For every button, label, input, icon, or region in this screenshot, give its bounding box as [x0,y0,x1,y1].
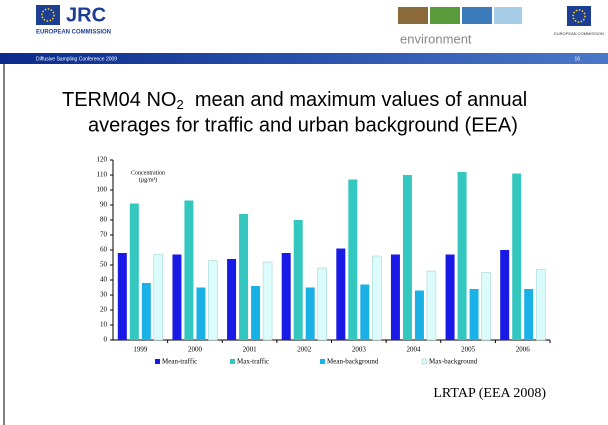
y-tick-label: 40 [100,276,108,284]
y-tick-label: 20 [100,306,108,314]
bar [360,285,369,341]
y-tick-label: 60 [100,246,108,254]
bar [251,286,260,340]
legend-label: Mean-background [327,358,379,366]
bar [470,289,479,340]
x-tick-label: 2002 [297,346,312,354]
x-tick-label: 2006 [516,346,531,354]
slide-title: TERM04 NO2 mean and maximum values of an… [62,89,527,112]
logo-subtext: EUROPEAN COMMISSION [554,31,604,36]
y-axis-label: (µg/m³) [139,176,158,183]
legend-label: Max-traffic [237,358,269,366]
y-tick-label: 100 [97,186,108,194]
y-tick-label: 30 [100,291,108,299]
y-tick-label: 80 [100,216,108,224]
banner-tile [430,7,460,24]
bar [306,288,315,341]
bar [336,249,345,341]
bar [391,255,400,341]
banner-tile [398,7,428,24]
legend-swatch [230,359,235,364]
legend-label: Max-background [429,358,478,366]
x-tick-label: 2004 [406,346,421,354]
eu-flag [567,6,591,26]
y-tick-label: 110 [97,171,108,179]
source: LRTAP (EEA 2008) [433,386,546,401]
bar [524,289,533,340]
x-tick-label: 2003 [352,346,367,354]
x-tick-label: 2000 [188,346,203,354]
bar [427,271,436,340]
x-tick-label: 2001 [243,346,258,354]
bar [500,250,509,340]
conference: Diffusive Sampling Conference 2009 [36,56,117,62]
bar [348,180,357,341]
bar [239,214,248,340]
bar [227,259,236,340]
bar [154,255,163,341]
logo-subtext: EUROPEAN COMMISSION [36,30,111,36]
bar [208,261,217,341]
legend-swatch [155,359,160,364]
bar [536,270,545,341]
y-tick-label: 120 [97,156,108,164]
bar [172,255,181,341]
legend-label: Mean-traffic [162,358,197,366]
bar [263,262,272,340]
y-tick-label: 90 [100,201,108,209]
eu-flag [36,5,60,25]
bar [372,256,381,340]
bar [184,201,193,341]
bar [282,253,291,340]
logo-text: JRC [66,4,106,26]
bar [196,288,205,341]
bar [130,204,139,341]
bar [458,172,467,340]
bar [482,273,491,341]
bar [294,220,303,340]
y-tick-label: 70 [100,231,108,239]
banner-tile [462,7,492,24]
bar [512,174,521,341]
x-tick-label: 1999 [133,346,148,354]
legend-swatch [320,359,325,364]
slide-title: averages for traffic and urban backgroun… [88,114,518,136]
slide: JRC EUROPEAN COMMISSION environment EURO… [0,0,608,425]
bar [403,175,412,340]
page-number: 16 [574,56,580,62]
bar [415,291,424,341]
banner-tile [494,7,522,24]
bar [446,255,455,341]
y-tick-label: 10 [100,321,108,329]
banner-text: environment [400,31,472,46]
legend-swatch [422,359,427,364]
bar [142,283,151,340]
bar [118,253,127,340]
x-tick-label: 2005 [461,346,476,354]
y-tick-label: 50 [100,261,108,269]
bar [318,268,327,340]
y-tick-label: 0 [104,336,108,344]
y-axis-label: Concentration [131,170,165,176]
